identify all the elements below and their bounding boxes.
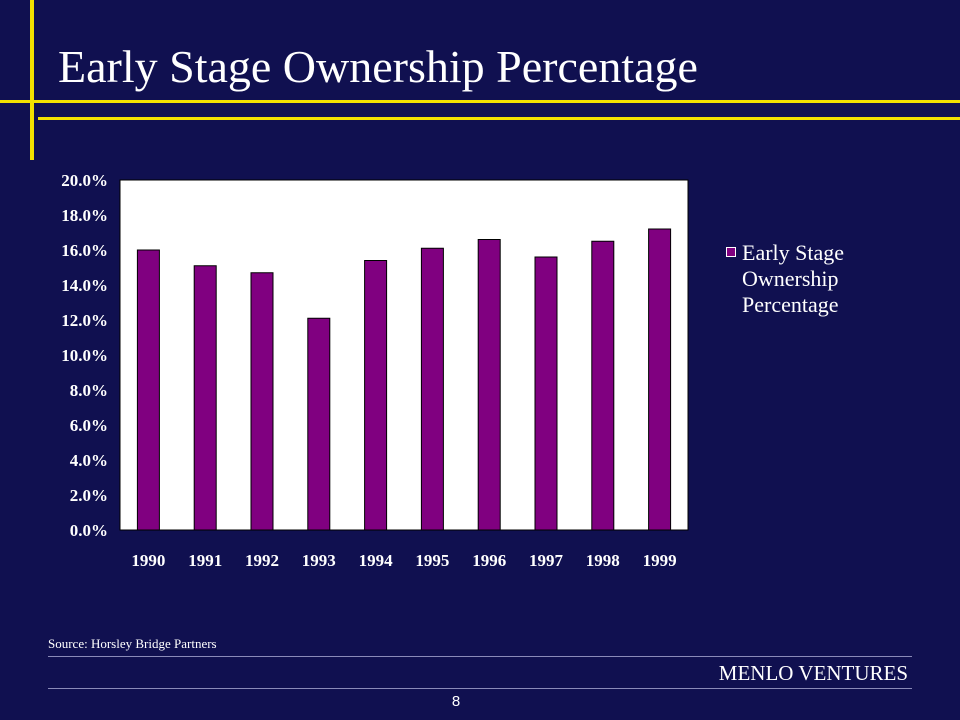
accent-horizontal-bar-top xyxy=(0,100,960,103)
accent-horizontal-bar-bottom xyxy=(38,117,960,120)
x-tick-label: 1992 xyxy=(245,551,279,570)
y-tick-label: 20.0% xyxy=(61,171,108,190)
footer-rule-top xyxy=(48,656,912,657)
x-tick-label: 1994 xyxy=(359,551,394,570)
y-axis-ticks: 0.0% 2.0% 4.0% 6.0% 8.0% 10.0% 12.0% 14.0% 16.0%… xyxy=(61,171,108,540)
bar xyxy=(591,240,615,531)
data-label: 14.7% xyxy=(245,252,279,267)
bar xyxy=(477,239,501,531)
x-tick-label: 1996 xyxy=(472,551,506,570)
bar xyxy=(420,247,444,531)
footer-rule-bottom xyxy=(48,688,912,689)
x-tick-label: 1990 xyxy=(131,551,165,570)
legend: Early Stage Ownership Percentage xyxy=(726,240,892,318)
accent-vertical-bar xyxy=(30,0,34,160)
source-note: Source: Horsley Bridge Partners xyxy=(48,636,217,651)
x-axis-ticks: 1990 1991 1992 1993 1994 1995 1996 1997 1998 1999 xyxy=(131,551,676,570)
bar xyxy=(364,260,388,531)
bar xyxy=(648,228,672,531)
x-tick-label: 1997 xyxy=(529,551,564,570)
y-tick-label: 6.0% xyxy=(70,416,108,435)
y-tick-label: 8.0% xyxy=(70,381,108,400)
y-tick-label: 12.0% xyxy=(61,311,108,330)
data-label: 16.6% xyxy=(472,219,506,234)
bar xyxy=(193,265,217,531)
data-label: 15.1% xyxy=(188,245,222,260)
x-tick-label: 1993 xyxy=(302,551,336,570)
data-label: 16.5% xyxy=(586,220,620,235)
y-tick-label: 18.0% xyxy=(61,206,108,225)
y-tick-label: 10.0% xyxy=(61,346,108,365)
data-label: 16.1% xyxy=(416,227,450,242)
y-tick-label: 0.0% xyxy=(70,521,108,540)
data-label: 17.2% xyxy=(643,208,677,223)
data-label: 16.0% xyxy=(132,229,166,244)
company-name: MENLO VENTURES xyxy=(718,661,908,685)
y-tick-label: 4.0% xyxy=(70,451,108,470)
y-tick-label: 16.0% xyxy=(61,241,108,260)
legend-swatch xyxy=(726,247,736,257)
data-label: 12.1% xyxy=(302,297,336,312)
data-labels: 16.0% 15.1% 14.7% 12.1% 15.4% 16.1% 16.6% 15.6%… xyxy=(132,208,677,312)
page-number: 8 xyxy=(451,693,461,710)
y-tick-label: 14.0% xyxy=(61,276,108,295)
x-tick-label: 1991 xyxy=(188,551,222,570)
legend-label: Early Stage Ownership Percentage xyxy=(742,240,845,317)
bar xyxy=(250,272,274,531)
slide-title: Early Stage Ownership Percentage xyxy=(58,41,698,92)
bar xyxy=(307,317,331,531)
x-tick-label: 1995 xyxy=(415,551,449,570)
data-label: 15.4% xyxy=(359,240,393,255)
bar xyxy=(534,256,558,531)
bars xyxy=(136,228,672,531)
x-tick-label: 1998 xyxy=(586,551,620,570)
x-tick-label: 1999 xyxy=(643,551,677,570)
data-label: 15.6% xyxy=(529,236,563,251)
bar xyxy=(136,249,160,531)
y-tick-label: 2.0% xyxy=(70,486,108,505)
